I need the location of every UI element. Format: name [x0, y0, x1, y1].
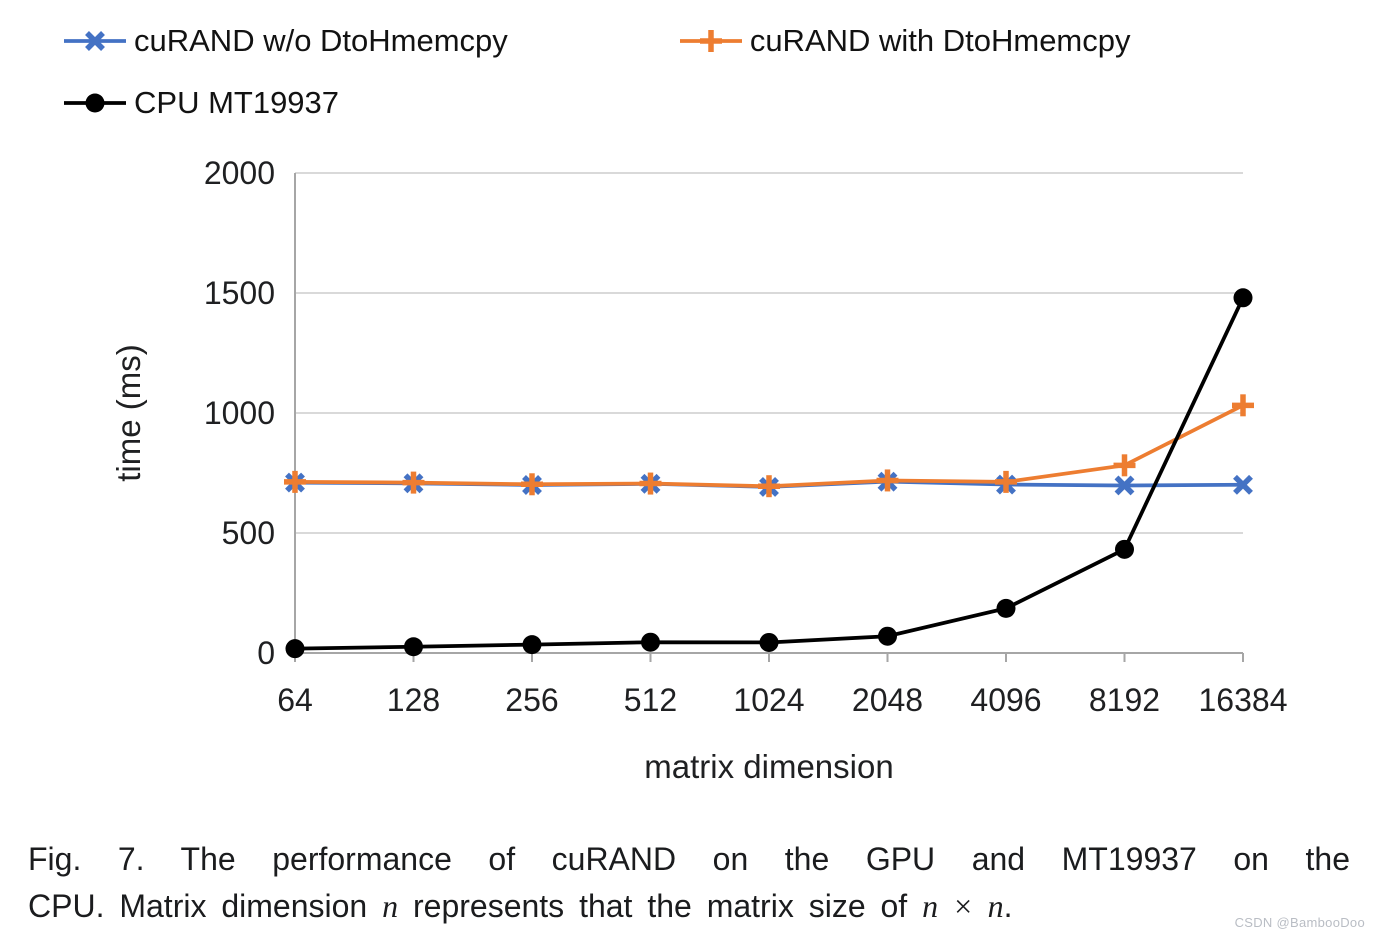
chart-legend: cuRAND w/o DtoHmemcpy cuRAND with DtoHme… [62, 10, 1131, 134]
legend-row-2: CPU MT19937 [62, 72, 1131, 134]
legend-row-1: cuRAND w/o DtoHmemcpy cuRAND with DtoHme… [62, 10, 1131, 72]
svg-text:1500: 1500 [204, 275, 275, 311]
caption-math-n-by-n: n × n [922, 888, 1004, 924]
legend-item-curand-wo-dtoh: cuRAND w/o DtoHmemcpy [62, 23, 508, 59]
svg-text:1024: 1024 [733, 682, 804, 718]
series-line-cpu-mt19937 [294, 297, 1245, 651]
svg-text:64: 64 [277, 682, 313, 718]
svg-text:256: 256 [505, 682, 558, 718]
caption-text-end: . [1003, 888, 1013, 924]
caption-math-n: n [382, 888, 399, 924]
series-line-curand-with-dtohmemcpy [294, 403, 1244, 489]
watermark: CSDN @BambooDoo [1234, 915, 1365, 930]
svg-text:time (ms): time (ms) [110, 344, 147, 481]
svg-text:4096: 4096 [970, 682, 1041, 718]
svg-text:2000: 2000 [204, 155, 275, 191]
svg-text:128: 128 [387, 682, 440, 718]
svg-text:8192: 8192 [1089, 682, 1160, 718]
caption-text-pre: CPU. Matrix dimension [28, 888, 383, 924]
legend-label-curand-with-dtoh: cuRAND with DtoHmemcpy [749, 23, 1131, 58]
legend-item-curand-with-dtoh: cuRAND with DtoHmemcpy [678, 23, 1131, 59]
figure-caption: Fig. 7. The performance of cuRAND on the… [28, 836, 1350, 930]
x-marker-icon [62, 24, 128, 58]
caption-line-2: CPU. Matrix dimension n represents that … [28, 883, 1350, 930]
caption-text-mid: represents that the matrix size of [398, 888, 923, 924]
svg-text:matrix dimension: matrix dimension [644, 748, 893, 785]
circle-marker-icon [62, 86, 128, 120]
series-markers-cpu-mt19937 [285, 288, 1253, 659]
caption-line-1: Fig. 7. The performance of cuRAND on the… [28, 841, 1350, 877]
legend-label-curand-wo-dtoh: cuRAND w/o DtoHmemcpy [134, 23, 508, 58]
legend-label-cpu-mt19937: CPU MT19937 [134, 85, 340, 120]
chart-plot: 0 500 1000 1500 2000 64 128 256 512 1024 2048 4096 8… [110, 155, 1288, 785]
svg-text:2048: 2048 [852, 682, 923, 718]
svg-text:0: 0 [257, 635, 275, 671]
svg-text:1000: 1000 [204, 395, 275, 431]
series-markers-curand-with-dtohmemcpy [284, 394, 1254, 498]
svg-text:512: 512 [624, 682, 677, 718]
svg-text:500: 500 [222, 515, 275, 551]
svg-text:16384: 16384 [1199, 682, 1288, 718]
legend-item-cpu-mt19937: CPU MT19937 [62, 85, 339, 121]
plus-marker-icon [678, 24, 744, 58]
